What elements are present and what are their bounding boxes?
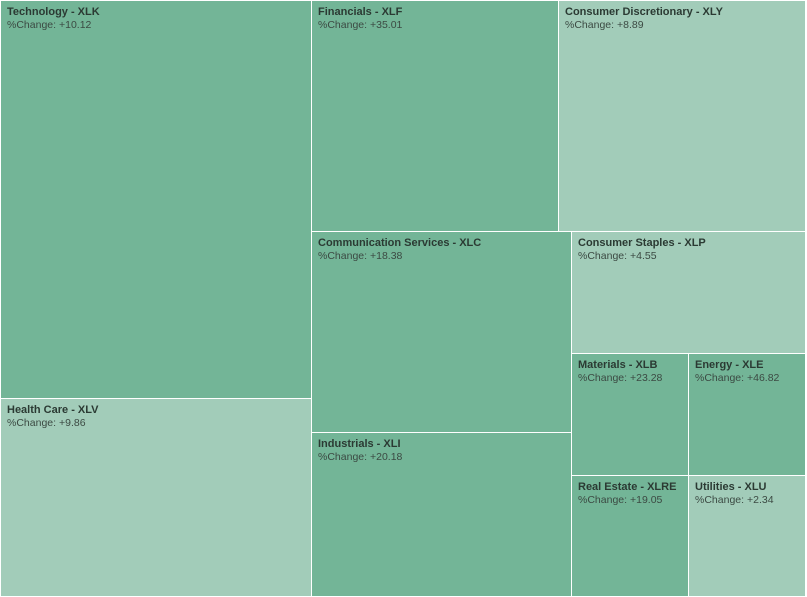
tile-label: Technology - XLK xyxy=(7,6,100,18)
tile-change-value: %Change: +9.86 xyxy=(7,417,305,430)
change-number: +20.18 xyxy=(369,451,403,463)
tile-label: Real Estate - XLRE xyxy=(578,481,677,493)
change-number: +2.34 xyxy=(746,494,774,506)
change-prefix: %Change: xyxy=(7,19,57,31)
change-number: +10.12 xyxy=(58,19,92,31)
change-number: +9.86 xyxy=(58,417,86,429)
treemap-tile[interactable]: Consumer Staples - XLP %Change: +4.55 xyxy=(572,232,806,354)
change-prefix: %Change: xyxy=(695,372,745,384)
treemap-tile[interactable]: Health Care - XLV %Change: +9.86 xyxy=(1,399,312,597)
change-number: +35.01 xyxy=(369,19,403,31)
treemap-tile[interactable]: Consumer Discretionary - XLY %Change: +8.… xyxy=(559,1,806,232)
change-prefix: %Change: xyxy=(7,417,57,429)
change-prefix: %Change: xyxy=(695,494,745,506)
tile-label: Financials - XLF xyxy=(318,6,403,18)
tile-change-value: %Change: +23.28 xyxy=(578,372,682,385)
tile-label: Consumer Discretionary - XLY xyxy=(565,6,723,18)
tile-change-value: %Change: +18.38 xyxy=(318,250,565,263)
treemap-tile[interactable]: Materials - XLB %Change: +23.28 xyxy=(572,354,689,476)
change-prefix: %Change: xyxy=(578,250,628,262)
treemap-tile[interactable]: Energy - XLE %Change: +46.82 xyxy=(689,354,806,476)
treemap-tile[interactable]: Real Estate - XLRE %Change: +19.05 xyxy=(572,476,689,597)
tile-change-value: %Change: +4.55 xyxy=(578,250,799,263)
change-number: +19.05 xyxy=(629,494,663,506)
tile-label: Utilities - XLU xyxy=(695,481,767,493)
change-prefix: %Change: xyxy=(318,250,368,262)
change-prefix: %Change: xyxy=(578,494,628,506)
tile-label: Communication Services - XLC xyxy=(318,237,482,249)
tile-change-value: %Change: +20.18 xyxy=(318,451,565,464)
treemap-tile[interactable]: Communication Services - XLC %Change: +18… xyxy=(312,232,572,433)
tile-change-value: %Change: +35.01 xyxy=(318,19,552,32)
change-number: +18.38 xyxy=(369,250,403,262)
change-prefix: %Change: xyxy=(565,19,615,31)
tile-change-value: %Change: +19.05 xyxy=(578,494,682,507)
change-prefix: %Change: xyxy=(318,19,368,31)
change-number: +23.28 xyxy=(629,372,663,384)
tile-change-value: %Change: +46.82 xyxy=(695,372,799,385)
tile-label: Materials - XLB xyxy=(578,359,658,371)
change-number: +4.55 xyxy=(629,250,657,262)
tile-label: Health Care - XLV xyxy=(7,404,99,416)
tile-change-value: %Change: +2.34 xyxy=(695,494,799,507)
treemap-tile[interactable]: Financials - XLF %Change: +35.01 xyxy=(312,1,559,232)
change-prefix: %Change: xyxy=(578,372,628,384)
tile-label: Industrials - XLI xyxy=(318,438,401,450)
change-number: +46.82 xyxy=(746,372,780,384)
tile-change-value: %Change: +10.12 xyxy=(7,19,305,32)
tile-label: Consumer Staples - XLP xyxy=(578,237,706,249)
treemap-tile[interactable]: Technology - XLK %Change: +10.12 xyxy=(1,1,312,399)
change-prefix: %Change: xyxy=(318,451,368,463)
change-number: +8.89 xyxy=(616,19,644,31)
treemap-tile[interactable]: Industrials - XLI %Change: +20.18 xyxy=(312,433,572,597)
tile-change-value: %Change: +8.89 xyxy=(565,19,799,32)
tile-label: Energy - XLE xyxy=(695,359,764,371)
treemap-tile[interactable]: Utilities - XLU %Change: +2.34 xyxy=(689,476,806,597)
